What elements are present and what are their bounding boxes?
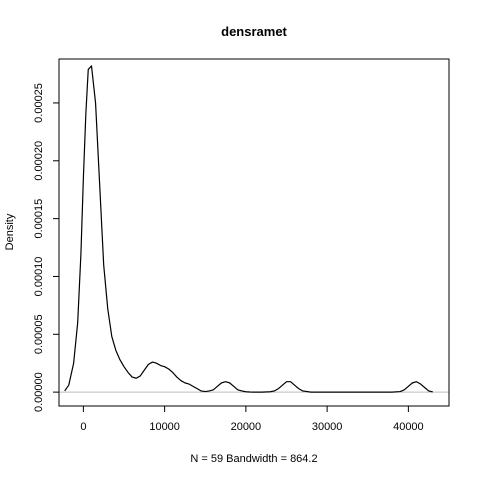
x-axis-label: N = 59 Bandwidth = 864.2 — [190, 453, 317, 465]
y-tick-label: 0.00005 — [33, 314, 45, 354]
x-tick-label: 40000 — [393, 421, 424, 433]
x-axis: 0 10000 20000 30000 40000 — [80, 405, 424, 433]
chart-title: densramet — [221, 24, 287, 39]
y-tick-label: 0.00010 — [33, 257, 45, 297]
x-tick-label: 20000 — [231, 421, 262, 433]
density-line-layer — [64, 65, 433, 393]
x-tick-label: 0 — [80, 421, 86, 433]
x-tick-label: 10000 — [149, 421, 180, 433]
density-curve — [64, 65, 433, 393]
y-axis: 0.00000 0.00005 0.00010 0.00015 0.00020 0.000… — [33, 83, 60, 412]
y-axis-label: Density — [4, 213, 16, 250]
y-tick-label: 0.00020 — [33, 141, 45, 181]
x-tick-label: 30000 — [312, 421, 343, 433]
y-tick-label: 0.00015 — [33, 199, 45, 239]
y-tick-label: 0.00000 — [33, 372, 45, 412]
y-tick-label: 0.00025 — [33, 83, 45, 123]
